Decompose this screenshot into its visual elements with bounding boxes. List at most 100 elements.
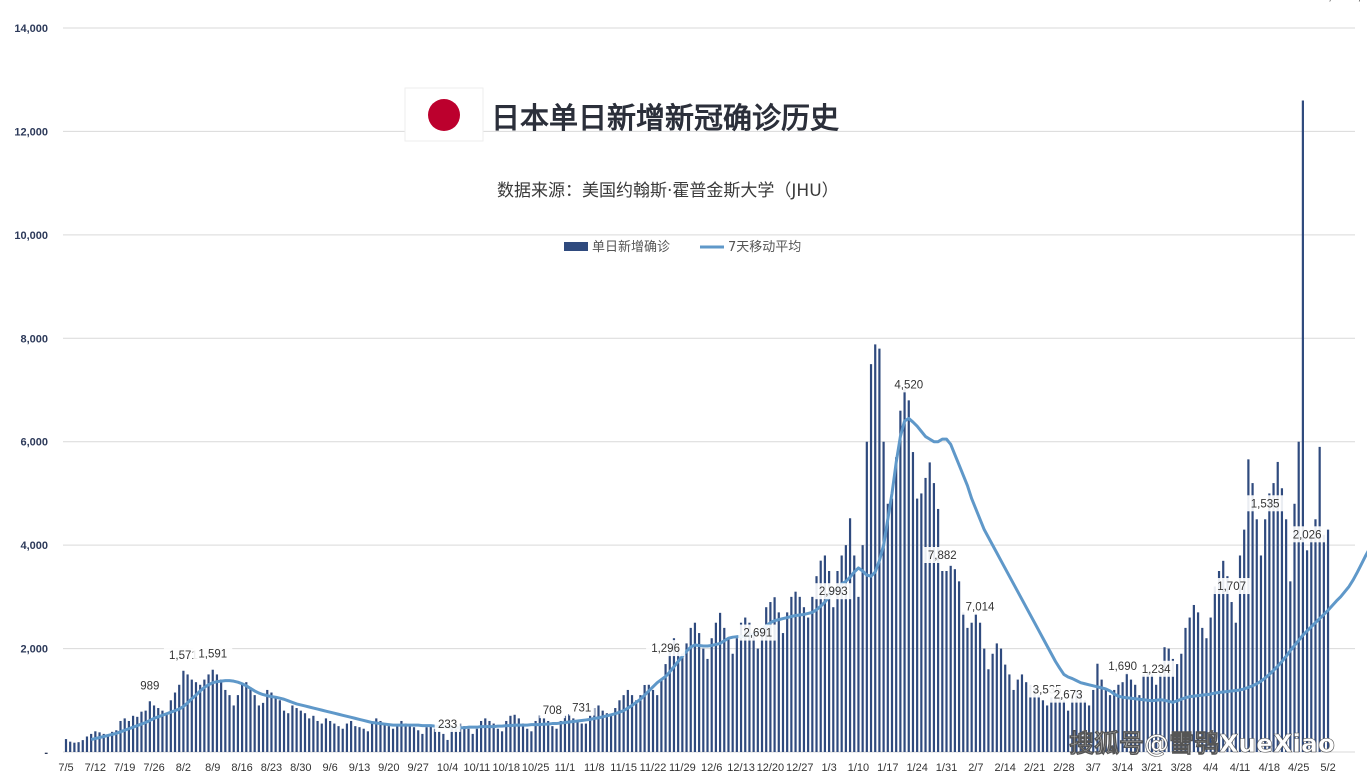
bar	[916, 498, 919, 752]
bar	[1058, 697, 1061, 752]
bar	[890, 498, 894, 752]
bar	[467, 728, 470, 752]
bar	[253, 695, 256, 752]
bar	[1171, 658, 1175, 752]
bar	[249, 687, 252, 752]
bar	[995, 643, 998, 752]
bar	[199, 684, 202, 752]
bar	[417, 730, 420, 752]
bar	[429, 726, 432, 752]
bar	[928, 462, 931, 752]
bar	[479, 720, 483, 752]
bar	[1138, 695, 1141, 752]
bar	[563, 715, 567, 752]
bar	[756, 648, 759, 752]
bar	[1008, 674, 1011, 752]
bar	[1117, 684, 1120, 752]
bar	[576, 720, 579, 752]
bar	[333, 723, 336, 752]
x-tick-label: 11/22	[640, 762, 667, 774]
bar	[895, 457, 898, 752]
bar	[1176, 664, 1179, 752]
bars	[64, 100, 1330, 753]
legend-bar-swatch	[564, 242, 588, 251]
bar	[857, 596, 860, 752]
x-tick-label: 3/14	[1112, 762, 1133, 774]
bar	[152, 705, 156, 752]
bar	[220, 679, 223, 752]
bar	[744, 617, 747, 752]
bar	[1029, 684, 1032, 752]
bar	[735, 638, 738, 752]
bar	[823, 555, 827, 752]
bar	[362, 728, 365, 752]
bar	[1033, 688, 1036, 752]
bar	[1293, 503, 1296, 752]
bar	[471, 733, 474, 752]
bar	[647, 684, 650, 752]
x-tick-label: 1/17	[877, 762, 898, 774]
data-label-bg	[1103, 658, 1143, 675]
bar	[609, 715, 613, 752]
bar	[282, 710, 286, 752]
bar	[844, 545, 847, 752]
bar	[69, 741, 72, 752]
bar	[526, 728, 529, 752]
bar	[903, 389, 906, 752]
bar	[224, 689, 227, 752]
bar	[1297, 441, 1300, 752]
bar	[1280, 488, 1284, 752]
bar	[861, 545, 864, 752]
bar	[605, 713, 608, 752]
bar	[534, 720, 537, 752]
bar	[1113, 689, 1116, 752]
bar	[769, 602, 772, 752]
data-label: 1,571	[169, 650, 198, 662]
bar	[1264, 519, 1267, 752]
bar	[484, 718, 487, 752]
bar	[136, 716, 139, 752]
bar	[538, 715, 541, 752]
data-label: 2,673	[1054, 690, 1083, 702]
bar	[366, 731, 369, 752]
bar	[731, 653, 734, 752]
bar	[1285, 519, 1288, 752]
bar	[987, 669, 990, 752]
bar	[396, 726, 399, 752]
bar	[127, 720, 130, 752]
bar	[798, 596, 801, 752]
x-tick-label: 10/11	[464, 762, 491, 774]
bar	[853, 555, 856, 752]
x-tick-label: 7/12	[85, 762, 106, 774]
bar	[832, 607, 835, 752]
data-label: 1,234	[1142, 664, 1171, 676]
bar	[408, 726, 411, 752]
bar	[907, 400, 910, 752]
data-label-bg	[1245, 495, 1285, 512]
bar	[777, 612, 780, 752]
data-label: 3,697	[1351, 0, 1367, 3]
bar	[266, 689, 269, 752]
bar	[710, 638, 713, 752]
bar	[350, 720, 353, 752]
avg-line	[90, 416, 1367, 742]
y-tick-label: 12,000	[14, 126, 48, 138]
bar	[882, 441, 885, 752]
bar	[568, 714, 571, 752]
bar	[1125, 672, 1128, 752]
x-tick-label: 5/2	[1320, 762, 1335, 774]
bar	[1108, 695, 1112, 752]
bar	[1314, 519, 1317, 752]
bar	[245, 682, 248, 752]
x-tick-label: 8/16	[231, 762, 252, 774]
x-tick-label: 7/26	[143, 762, 164, 774]
bar	[790, 596, 793, 752]
bar	[475, 728, 478, 752]
bar	[1268, 493, 1271, 752]
bar	[656, 695, 659, 752]
data-label: 1,535	[1251, 498, 1280, 510]
moving-average	[90, 416, 1367, 742]
bar	[387, 726, 390, 752]
data-label-bg	[1212, 578, 1252, 595]
x-tick-label: 12/27	[786, 762, 814, 774]
